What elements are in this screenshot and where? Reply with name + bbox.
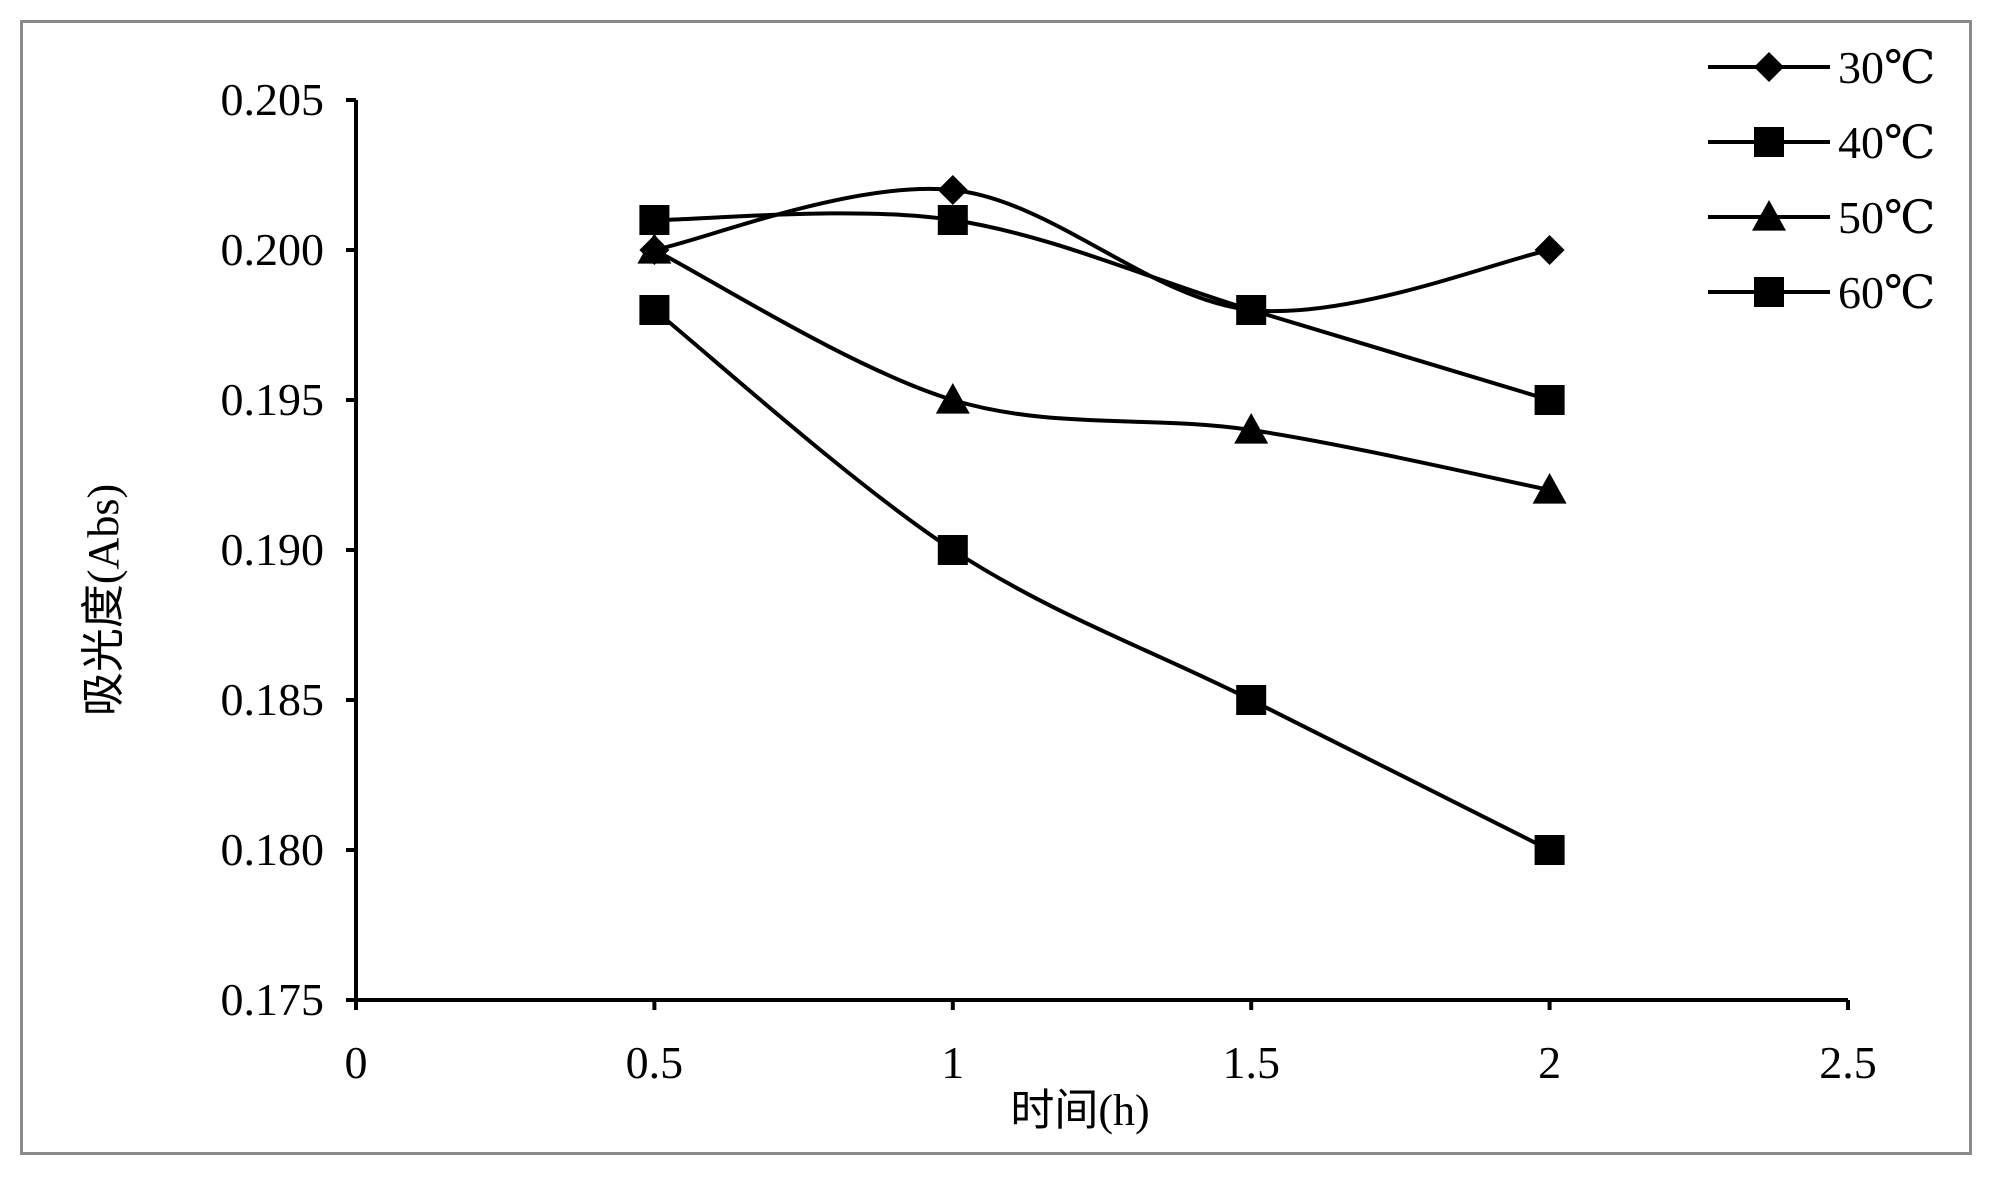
data-point (1534, 235, 1565, 265)
series-1 (639, 175, 1565, 325)
data-point (1534, 835, 1565, 865)
x-tick-label: 0.5 (626, 1037, 684, 1088)
y-tick-label: 0.185 (221, 674, 325, 725)
series-line (654, 211, 1551, 402)
legend-marker (1754, 127, 1784, 157)
series-line (654, 186, 1550, 314)
data-point (639, 295, 670, 325)
axes: 0.175 0.180 0.185 0.190 0.195 0.200 0.205 0 0.5 1… (221, 74, 1877, 1088)
legend-marker (1754, 277, 1784, 307)
data-point (637, 233, 672, 264)
chart-frame (20, 20, 1972, 1155)
legend-marker (1754, 52, 1784, 82)
y-tick-label: 0.180 (221, 824, 325, 875)
series-line (653, 248, 1550, 492)
series-layer (637, 175, 1567, 865)
legend-label: 60℃ (1838, 267, 1935, 318)
y-tick-label: 0.205 (221, 74, 325, 125)
y-tick-label: 0.200 (221, 224, 325, 275)
legend-label: 40℃ (1838, 117, 1935, 168)
data-point (935, 383, 970, 414)
series-2 (639, 205, 1565, 415)
x-tick-label: 2 (1538, 1037, 1561, 1088)
series-4 (639, 295, 1565, 865)
data-point (1532, 473, 1567, 504)
data-point (937, 535, 968, 565)
data-point (1236, 295, 1267, 325)
data-point (937, 175, 968, 205)
x-tick-label: 0 (345, 1037, 368, 1088)
legend-item: 50℃ (1708, 192, 1935, 243)
y-tick-label: 0.195 (221, 374, 325, 425)
data-point (1236, 685, 1267, 715)
y-axis-label: 吸光度(Abs) (79, 484, 128, 716)
y-tick-label: 0.190 (221, 524, 325, 575)
legend-item: 60℃ (1708, 267, 1935, 318)
data-point (937, 205, 968, 235)
x-tick-label: 2.5 (1819, 1037, 1877, 1088)
legend-marker (1752, 200, 1786, 231)
legend: 30℃ 40℃ 50℃ 60℃ (1708, 42, 1935, 318)
series-line (653, 308, 1551, 852)
x-axis-label: 时间(h) (1010, 1086, 1149, 1135)
y-tick-label: 0.175 (221, 974, 325, 1025)
data-point (1534, 385, 1565, 415)
legend-label: 30℃ (1838, 42, 1935, 93)
legend-item: 30℃ (1708, 42, 1935, 93)
data-point (1234, 413, 1269, 444)
data-point (639, 205, 670, 235)
x-tick-label: 1 (941, 1037, 964, 1088)
series-3 (637, 233, 1567, 504)
x-tick-label: 1.5 (1222, 1037, 1280, 1088)
legend-label: 50℃ (1838, 192, 1935, 243)
legend-item: 40℃ (1708, 117, 1935, 168)
